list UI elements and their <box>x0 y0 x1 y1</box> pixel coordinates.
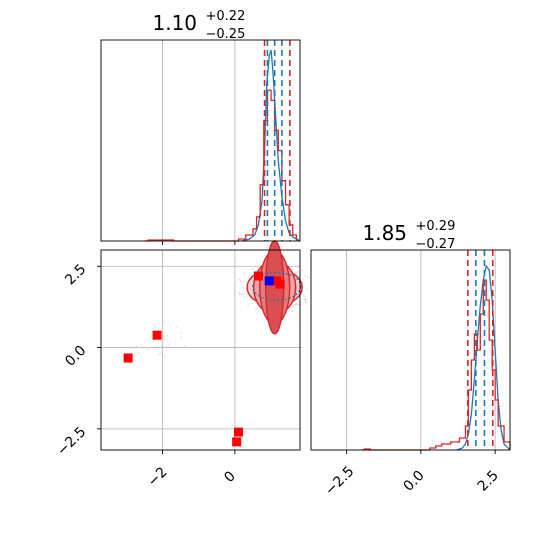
sample-point <box>294 303 297 306</box>
red-marker <box>253 271 263 281</box>
bottom-left-panel-frame <box>100 249 301 451</box>
sample-point <box>242 286 245 289</box>
sample-point <box>301 281 304 284</box>
x-tick-label: 0 <box>221 468 239 486</box>
sample-point <box>304 298 307 301</box>
sample-point <box>176 326 179 329</box>
red-marker <box>123 353 133 363</box>
bottom-right-panel-frame <box>310 249 511 451</box>
sample-point <box>135 344 138 347</box>
sample-point <box>305 287 308 290</box>
x-tick-label: −2.5 <box>322 463 357 498</box>
red-marker <box>275 279 285 289</box>
sample-point <box>184 345 186 348</box>
sample-point <box>160 346 163 349</box>
sample-point <box>239 280 242 282</box>
panel-title-minus: −0.25 <box>206 27 246 42</box>
blue-marker <box>264 276 274 286</box>
sample-point <box>154 326 157 329</box>
sample-point <box>179 336 182 339</box>
sample-point <box>167 343 170 346</box>
y-tick-label: −2.5 <box>54 424 89 459</box>
x-tick-label: −2 <box>145 464 171 490</box>
panel-title-plus: +0.29 <box>416 219 456 234</box>
sample-point <box>159 351 162 354</box>
sample-point <box>163 354 166 357</box>
sample-point <box>251 267 254 270</box>
sample-point <box>158 328 161 331</box>
sample-point <box>247 304 250 307</box>
sample-point <box>163 339 165 342</box>
sample-point <box>137 351 140 354</box>
sample-point <box>296 265 299 268</box>
sample-point <box>158 353 161 356</box>
y-tick-label: 0.0 <box>62 343 89 370</box>
sample-point <box>180 332 183 335</box>
sample-point <box>304 300 307 303</box>
sample-point <box>242 295 245 298</box>
x-tick-label: 0.0 <box>401 468 428 495</box>
sample-point <box>152 324 155 327</box>
sample-point <box>243 272 245 275</box>
sample-point <box>291 310 294 312</box>
sample-point <box>307 276 310 279</box>
red-histogram-line <box>361 279 511 451</box>
sample-point <box>139 343 142 346</box>
sample-point <box>303 295 305 298</box>
sample-point <box>243 293 246 296</box>
sample-point <box>304 275 307 278</box>
sample-point <box>164 337 167 340</box>
x-tick-label: 2.5 <box>475 468 502 495</box>
sample-point <box>240 293 243 296</box>
sample-point <box>296 270 299 273</box>
sample-point <box>237 292 240 294</box>
sample-point <box>161 353 163 356</box>
sample-point <box>165 349 168 352</box>
red-marker <box>232 437 242 447</box>
panel-title-value: 1.85 <box>363 221 408 245</box>
sample-point <box>146 339 149 342</box>
sample-point <box>300 269 303 272</box>
sample-point <box>255 265 258 267</box>
sample-point <box>292 306 294 308</box>
sample-point <box>166 334 169 337</box>
top-left-panel-frame <box>100 39 301 242</box>
red-marker <box>152 330 162 340</box>
sample-point <box>147 348 149 351</box>
sample-point <box>238 293 241 296</box>
panel-title-minus: −0.27 <box>416 237 456 252</box>
red-histogram-line <box>144 89 298 242</box>
blue-histogram-line <box>241 49 301 242</box>
sample-point <box>255 308 257 311</box>
panel-title-plus: +0.22 <box>206 9 246 24</box>
red-marker <box>233 427 243 437</box>
panel-title-value: 1.10 <box>153 11 198 35</box>
sample-point <box>238 278 241 281</box>
y-tick-label: 2.5 <box>62 261 89 288</box>
blue-contour <box>252 271 302 301</box>
